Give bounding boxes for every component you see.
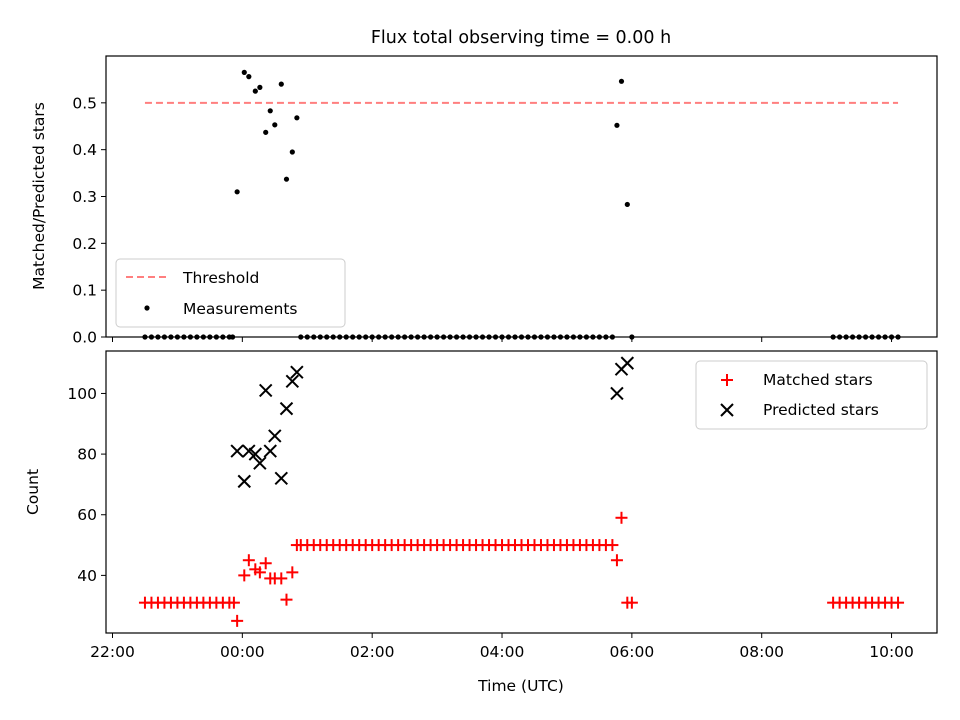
predicted-star-point xyxy=(279,401,294,416)
predicted-star-point xyxy=(263,444,277,458)
top-plot-frame xyxy=(105,55,938,338)
matched-star-point xyxy=(625,596,638,609)
matched-star-point xyxy=(238,569,251,582)
x-tick-label: 08:00 xyxy=(739,643,784,661)
flux-ratio-panel: Flux total observing time = 0.00 h Match… xyxy=(30,28,938,347)
measurement-point xyxy=(289,149,295,155)
matched-stars-legend-swatch xyxy=(721,374,733,386)
top-y-tick-label: 0.2 xyxy=(72,235,97,253)
predicted-star-point xyxy=(253,456,267,470)
measurement-point xyxy=(294,115,300,121)
measurement-point xyxy=(252,88,258,94)
measurements-legend-swatch xyxy=(144,305,150,311)
matched-star-point xyxy=(242,554,255,567)
matched-star-point xyxy=(231,614,244,627)
measurement-point xyxy=(624,201,630,208)
predicted-stars-legend-label: Predicted stars xyxy=(763,401,879,419)
measurement-point xyxy=(234,189,240,195)
measurement-point xyxy=(246,74,252,80)
matched-star-point xyxy=(275,572,288,585)
matched-star-point xyxy=(892,596,905,609)
top-y-tick-label: 0.4 xyxy=(72,141,97,159)
matched-star-point xyxy=(610,554,623,567)
bottom-plot-frame xyxy=(105,350,938,634)
predicted-star-point xyxy=(285,374,300,389)
measurements-legend-label: Measurements xyxy=(183,300,298,318)
matched-star-point xyxy=(227,596,240,609)
measurement-point xyxy=(278,81,284,87)
predicted-star-point xyxy=(610,386,624,401)
predicted-star-point xyxy=(274,471,288,486)
matched-star-point xyxy=(280,593,293,606)
x-tick-label: 06:00 xyxy=(610,643,655,661)
bottom-y-tick-label: 100 xyxy=(67,385,97,403)
x-tick-label: 10:00 xyxy=(869,643,914,661)
matched-star-point xyxy=(259,557,272,570)
matched-star-point xyxy=(606,539,619,552)
top-legend-box xyxy=(115,258,346,328)
predicted-star-point xyxy=(259,383,273,398)
measurement-point xyxy=(614,122,620,128)
matched-star-point xyxy=(615,511,628,524)
predicted-stars-legend-swatch xyxy=(720,403,734,417)
top-y-axis-label: Matched/Predicted stars xyxy=(30,102,48,290)
measurement-point xyxy=(267,108,273,114)
chart-title: Flux total observing time = 0.00 h xyxy=(371,28,671,48)
top-y-tick-label: 0.3 xyxy=(72,188,97,206)
matched-star-point xyxy=(253,566,266,579)
bottom-y-tick-label: 40 xyxy=(77,567,97,585)
predicted-star-point xyxy=(620,356,635,370)
predicted-star-point xyxy=(242,444,256,458)
star-count-panel: Count Time (UTC) 40 60 80 100 22:00 00:00 02:0… xyxy=(24,350,938,695)
bottom-legend-box xyxy=(695,360,928,430)
predicted-star-point xyxy=(248,447,263,461)
threshold-legend-label: Threshold xyxy=(182,269,259,287)
predicted-star-point xyxy=(237,474,251,489)
top-y-tick-label: 0.5 xyxy=(72,94,97,112)
measurement-point xyxy=(241,69,247,75)
measurement-point xyxy=(618,78,625,84)
x-tick-label: 04:00 xyxy=(480,643,525,661)
measurement-point xyxy=(272,122,278,128)
x-tick-label: 02:00 xyxy=(350,643,395,661)
x-tick-label: 22:00 xyxy=(90,643,135,661)
bottom-y-tick-label: 80 xyxy=(77,446,97,464)
bottom-y-axis-label: Count xyxy=(24,469,42,515)
matched-stars-legend-label: Matched stars xyxy=(763,371,873,389)
x-axis-label: Time (UTC) xyxy=(477,677,564,695)
top-y-tick-label: 0.0 xyxy=(72,329,97,347)
predicted-star-point xyxy=(290,365,304,379)
bottom-legend: Matched stars Predicted stars xyxy=(695,360,928,430)
top-y-tick-label: 0.1 xyxy=(72,282,97,300)
x-tick-label: 00:00 xyxy=(220,643,265,661)
measurement-point xyxy=(283,176,290,182)
measurement-point xyxy=(263,129,269,135)
measurement-point xyxy=(257,84,263,90)
top-legend: Threshold Measurements xyxy=(115,258,346,328)
bottom-y-tick-label: 60 xyxy=(77,506,97,524)
predicted-star-point xyxy=(268,429,282,443)
predicted-star-point xyxy=(230,444,244,458)
matched-star-point xyxy=(286,566,299,579)
